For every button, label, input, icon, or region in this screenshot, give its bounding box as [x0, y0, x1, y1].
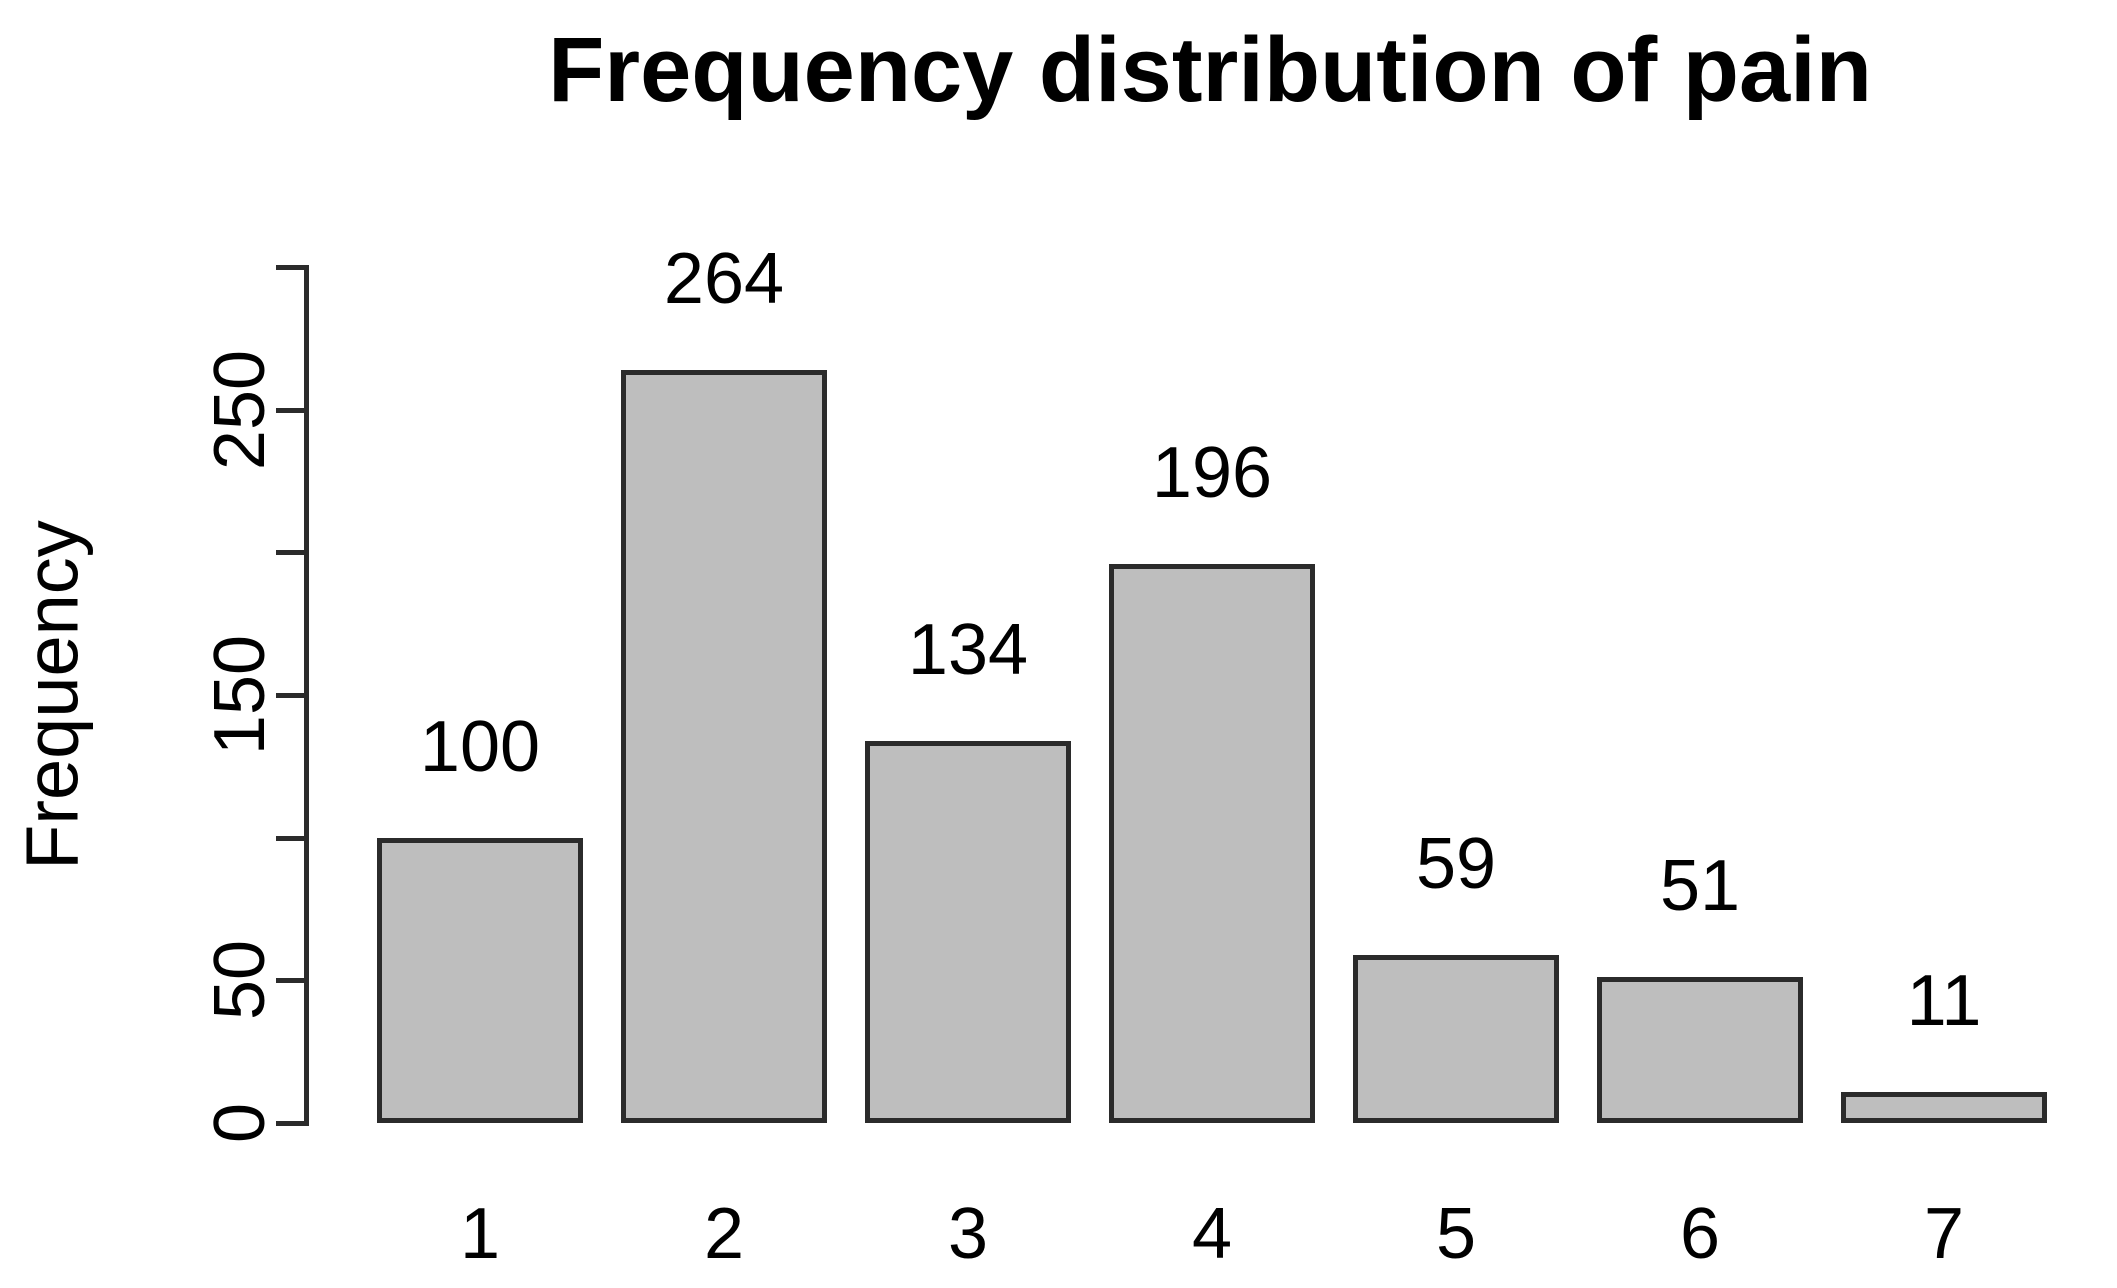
y-axis-line	[304, 265, 309, 1126]
x-tick-label: 2	[703, 1194, 745, 1274]
y-tick	[276, 407, 304, 413]
x-tick-label: 6	[1679, 1194, 1721, 1274]
y-tick	[276, 835, 304, 841]
y-tick-label: 150	[200, 634, 280, 756]
bar-value-label: 11	[1906, 961, 1982, 1041]
x-tick-label: 4	[1191, 1194, 1233, 1274]
y-tick	[276, 1121, 304, 1126]
y-axis-label: Frequency	[10, 520, 94, 870]
bar-value-label: 59	[1415, 824, 1497, 904]
bar	[865, 741, 1071, 1123]
y-tick	[276, 550, 304, 556]
bar-value-label: 196	[1151, 433, 1273, 513]
bar-value-label: 51	[1659, 846, 1741, 926]
y-tick-label: 250	[200, 349, 280, 470]
x-tick-label: 5	[1435, 1194, 1477, 1274]
bar	[1841, 1092, 2047, 1123]
x-tick-label: 7	[1923, 1194, 1965, 1274]
y-tick-label: 50	[200, 940, 280, 1021]
bar	[1597, 977, 1803, 1123]
chart-title: Frequency distribution of pain	[548, 19, 1872, 121]
bar-value-label: 100	[419, 707, 541, 787]
bar	[1109, 564, 1315, 1123]
bar-value-label: 264	[663, 239, 785, 319]
y-tick-label: 0	[200, 1102, 280, 1144]
y-tick	[276, 265, 304, 270]
bar	[1353, 955, 1559, 1123]
y-tick	[276, 978, 304, 984]
x-tick-label: 3	[947, 1194, 989, 1274]
bar	[377, 838, 583, 1123]
bar-value-label: 134	[907, 610, 1029, 690]
y-tick	[276, 693, 304, 698]
x-tick-label: 1	[459, 1194, 501, 1274]
bar	[621, 370, 827, 1123]
